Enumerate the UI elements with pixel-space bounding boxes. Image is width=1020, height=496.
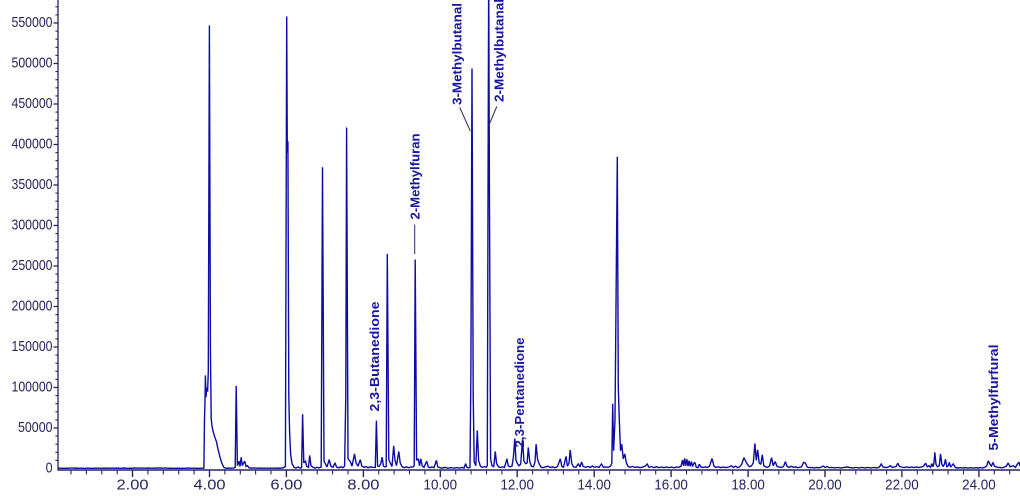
svg-text:300000: 300000 [12, 218, 53, 234]
svg-text:2-Methylfuran: 2-Methylfuran [408, 134, 422, 220]
svg-text:16.00: 16.00 [654, 478, 688, 492]
svg-text:0: 0 [46, 461, 53, 477]
svg-text:12.00: 12.00 [500, 478, 534, 492]
svg-text:2.00: 2.00 [117, 478, 149, 492]
svg-text:400000: 400000 [12, 137, 53, 153]
svg-text:8.00: 8.00 [347, 478, 379, 492]
svg-text:6.00: 6.00 [270, 478, 302, 492]
svg-text:350000: 350000 [12, 177, 53, 193]
svg-text:2,3-Pentanedione: 2,3-Pentanedione [513, 337, 527, 447]
svg-text:20.00: 20.00 [808, 478, 842, 492]
svg-text:2-Methylbutanal: 2-Methylbutanal [493, 0, 507, 102]
svg-text:24.00: 24.00 [962, 478, 996, 492]
svg-text:5-Methylfurfural: 5-Methylfurfural [987, 345, 1001, 451]
svg-text:250000: 250000 [12, 258, 53, 274]
svg-text:500000: 500000 [12, 56, 53, 72]
svg-text:50000: 50000 [18, 420, 53, 436]
svg-text:100000: 100000 [12, 380, 53, 396]
svg-text:450000: 450000 [12, 96, 53, 112]
svg-text:4.00: 4.00 [194, 478, 226, 492]
svg-text:550000: 550000 [12, 15, 53, 31]
svg-text:14.00: 14.00 [577, 478, 611, 492]
svg-text:18.00: 18.00 [731, 478, 765, 492]
svg-text:3-Methylbutanal: 3-Methylbutanal [450, 3, 464, 105]
svg-text:22.00: 22.00 [885, 478, 919, 492]
svg-text:200000: 200000 [12, 299, 53, 315]
svg-text:10.00: 10.00 [424, 478, 458, 492]
svg-text:150000: 150000 [12, 339, 53, 355]
svg-text:2,3-Butanedione: 2,3-Butanedione [368, 301, 382, 411]
